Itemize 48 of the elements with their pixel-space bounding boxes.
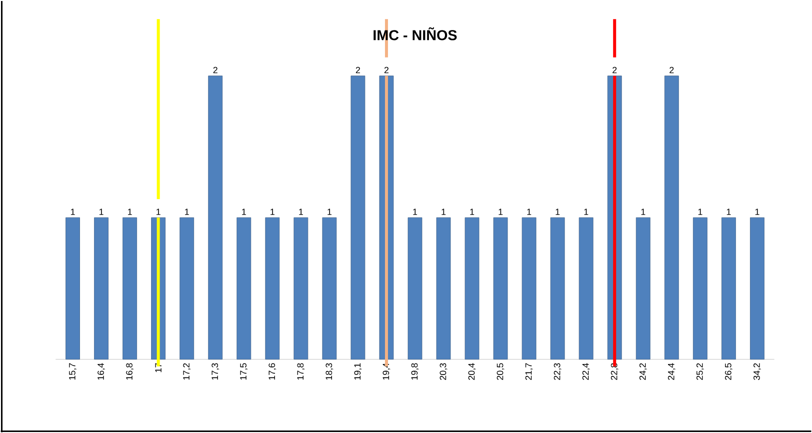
x-tick-label: 20,4	[468, 363, 476, 380]
data-label: 1	[70, 208, 75, 215]
data-label: 1	[156, 208, 160, 215]
data-label: 2	[612, 66, 617, 74]
x-tick-label: 26,5	[724, 363, 732, 380]
x-tick-label: 20,5	[496, 363, 504, 380]
data-label: 1	[698, 208, 702, 215]
data-label: 1	[527, 208, 532, 215]
data-label: 2	[213, 66, 218, 74]
x-tick-label: 21,7	[525, 363, 533, 380]
x-tick-label: 22,3	[554, 363, 562, 380]
x-tick-label: 24,2	[639, 363, 647, 380]
data-label: 1	[584, 208, 588, 215]
x-tick-label: 17,6	[268, 363, 276, 380]
data-label: 1	[442, 208, 446, 215]
data-label: 1	[470, 208, 474, 215]
data-label: 1	[299, 208, 303, 215]
x-tick-label: 24,4	[668, 363, 676, 380]
x-tick-label: 19,8	[411, 363, 419, 380]
data-label: 2	[384, 66, 389, 74]
data-label: 1	[498, 208, 503, 215]
x-tick-label: 22,4	[582, 363, 590, 380]
data-label: 1	[413, 208, 418, 215]
data-label: 2	[356, 66, 360, 74]
data-label: 1	[128, 208, 132, 215]
x-tick-label: 15,7	[69, 363, 76, 380]
data-label: 1	[242, 208, 246, 215]
data-label: 1	[99, 208, 104, 215]
x-tick-label: 16,4	[98, 363, 105, 380]
x-tick-label: 17,2	[183, 363, 191, 380]
data-label: 1	[185, 208, 189, 215]
x-tick-label: 25,2	[696, 363, 704, 380]
data-label: 1	[726, 208, 731, 215]
x-tick-label: 18,3	[326, 363, 334, 380]
x-tick-label: 16,8	[126, 363, 134, 380]
x-tick-label: 17,3	[212, 363, 220, 380]
x-tick-label: 19,1	[354, 363, 362, 380]
x-tick-label: 17,5	[240, 363, 248, 380]
data-label: 2	[670, 66, 674, 74]
data-label: 1	[556, 208, 560, 215]
x-tick-label: 34,2	[753, 363, 761, 380]
chart-title: IMC - NIÑOS	[374, 27, 457, 40]
x-tick-label: 20,3	[440, 363, 448, 380]
x-tick-label: 17,8	[297, 363, 305, 380]
data-label: 1	[755, 208, 760, 215]
data-label: 1	[270, 208, 274, 215]
data-label: 1	[328, 208, 332, 215]
data-label: 1	[641, 208, 646, 215]
